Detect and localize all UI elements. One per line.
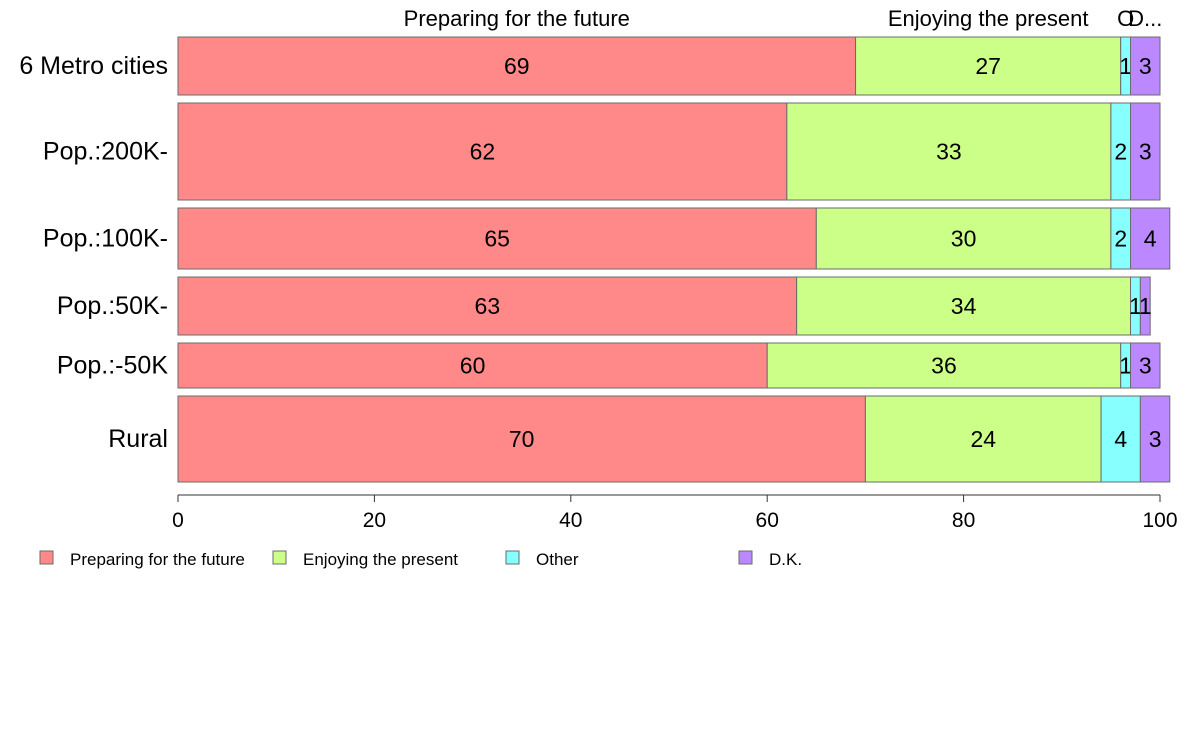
data-label: 3 [1139,53,1152,79]
data-label: 63 [475,293,501,319]
data-label: 69 [504,53,530,79]
top-series-label: O [1117,6,1134,31]
x-tick-label: 0 [172,509,184,532]
x-tick-label: 20 [363,509,386,532]
bar-segment [786,102,1112,201]
bar-segment [177,207,817,270]
x-tick-label: 80 [952,509,975,532]
legend-swatch [505,550,520,565]
legend-swatch [272,550,287,565]
data-label: 62 [470,139,496,165]
data-label: 1 [1119,53,1132,79]
category-label: Pop.:50K- [57,292,168,320]
legend-swatch [738,550,753,565]
legend-label: Enjoying the present [303,550,458,569]
x-tick-label: 40 [559,509,582,532]
data-label: 2 [1114,226,1127,252]
data-label: 3 [1139,139,1152,165]
data-label: 3 [1149,426,1162,452]
top-series-label: D... [1128,6,1162,31]
category-label: Pop.:200K- [43,138,168,166]
data-label: 4 [1114,426,1127,452]
category-label: Pop.:100K- [43,225,168,253]
legend-swatch [39,550,54,565]
top-series-label: Enjoying the present [888,6,1089,31]
category-label: 6 Metro cities [19,52,168,80]
bar-segment [1139,276,1151,336]
bar-segment [815,207,1112,270]
bar-segment [855,36,1122,96]
data-label: 30 [951,226,977,252]
data-label: 3 [1139,353,1152,379]
bar-segment [1100,395,1141,483]
bar-segment [177,276,798,336]
data-label: 4 [1144,226,1157,252]
bar-segment [766,342,1122,389]
legend-label: Preparing for the future [70,550,245,569]
x-tick-label: 60 [756,509,779,532]
bar-segment [177,342,768,389]
legend-label: D.K. [769,550,802,569]
top-series-label: Preparing for the future [404,6,630,31]
data-label: 34 [951,293,977,319]
data-label: 70 [509,426,535,452]
bar-segment [1139,395,1171,483]
legend-label: Other [536,550,579,569]
category-label: Rural [108,425,168,453]
bar-segment [1130,36,1161,96]
data-label: 27 [975,53,1001,79]
bar-segment [1130,207,1171,270]
data-label: 2 [1114,139,1127,165]
data-label: 65 [484,226,510,252]
data-label: 1 [1119,353,1132,379]
data-label: 24 [970,426,996,452]
bar-segment [1130,342,1161,389]
data-label: 33 [936,139,962,165]
category-label: Pop.:-50K [57,352,169,380]
data-label: 1 [1139,293,1152,319]
data-label: 1 [1129,293,1142,319]
bar-segment [1130,102,1161,201]
x-tick-label: 100 [1142,509,1177,532]
bar-segment [796,276,1132,336]
data-label: 60 [460,353,486,379]
bar-segment [177,102,788,201]
bar-segment [864,395,1102,483]
data-label: 36 [931,353,957,379]
